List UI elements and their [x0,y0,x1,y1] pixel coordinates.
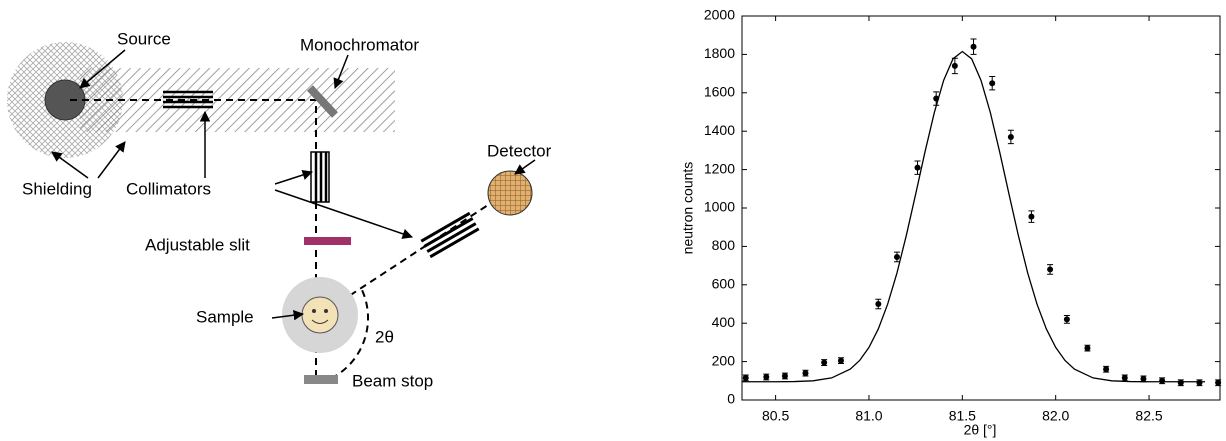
diagram: Source Monochromator Shielding Collimato… [7,29,552,390]
sample-eye [324,309,328,313]
data-point [933,95,940,102]
y-tick-label: 1800 [704,45,735,61]
sample-label: Sample [196,307,254,326]
data-point [1159,377,1166,384]
chart: 2θ [°] neutron counts 0 200 400 600 800 1000 1… [680,7,1222,438]
data-point [1007,133,1014,140]
slit-label: Adjustable slit [145,235,250,254]
y-tick-label: 600 [712,276,736,292]
monochromator-label: Monochromator [300,35,419,54]
sample-mouth [311,319,329,324]
y-tick-label: 400 [712,314,736,330]
fit-line [742,50,1206,383]
y-tick-label: 800 [712,237,736,253]
detector [487,170,533,216]
y-tick-label: 1200 [704,160,735,176]
x-tick-label: 81.0 [855,408,882,424]
source-label: Source [117,29,171,48]
beam-stop [304,375,338,384]
beam-path [70,99,489,384]
adjustable-slit [304,237,351,245]
data-point [1215,379,1222,386]
y-tick-label: 200 [712,352,736,368]
y-tick-label: 2000 [704,7,735,23]
x-tick-label: 82.5 [1135,408,1162,424]
data-point [802,370,809,377]
data-point [1196,379,1203,386]
y-axis-label: neutron counts [680,162,696,255]
collimator-3 [420,211,480,259]
sample [301,296,339,334]
x-tick-label: 82.0 [1042,408,1069,424]
data-point [951,62,958,69]
x-axis-label: 2θ [°] [964,422,997,438]
data-point [821,359,828,366]
data-point [1084,345,1091,352]
data-point [875,301,882,307]
data-point [989,80,996,87]
data-point [1140,375,1147,382]
source [44,79,86,121]
detector-label: Detector [487,141,552,160]
data-point [1063,316,1070,323]
x-tick-label: 80.5 [762,408,789,424]
data-point [837,357,844,364]
y-tick-label: 1400 [704,122,735,138]
beam-stop-label: Beam stop [352,371,433,390]
data-point [914,164,921,171]
data-point [742,374,749,381]
label-arrows [51,49,536,321]
x-tick-label: 81.5 [949,408,976,424]
data-point [1028,213,1035,220]
data-point [1047,266,1054,273]
data-point [781,373,788,379]
data-point [893,253,900,260]
data-point [1103,366,1110,373]
angle-label: 2θ [375,327,394,346]
data-point [1121,374,1128,381]
collimator-1 [163,90,213,109]
shielding-label: Shielding [22,179,92,198]
data-point [970,43,977,50]
sample-eye [312,309,316,313]
collimator-2 [310,151,330,203]
collimators-label: Collimators [126,179,211,198]
beam-shielding [80,68,395,132]
plot-frame [741,15,1221,401]
y-tick-label: 1600 [704,84,735,100]
y-tick-label: 1000 [704,199,735,215]
data-point [1177,379,1184,386]
y-tick-label: 0 [727,391,735,407]
data-point [763,373,770,380]
monochromator [307,85,338,118]
